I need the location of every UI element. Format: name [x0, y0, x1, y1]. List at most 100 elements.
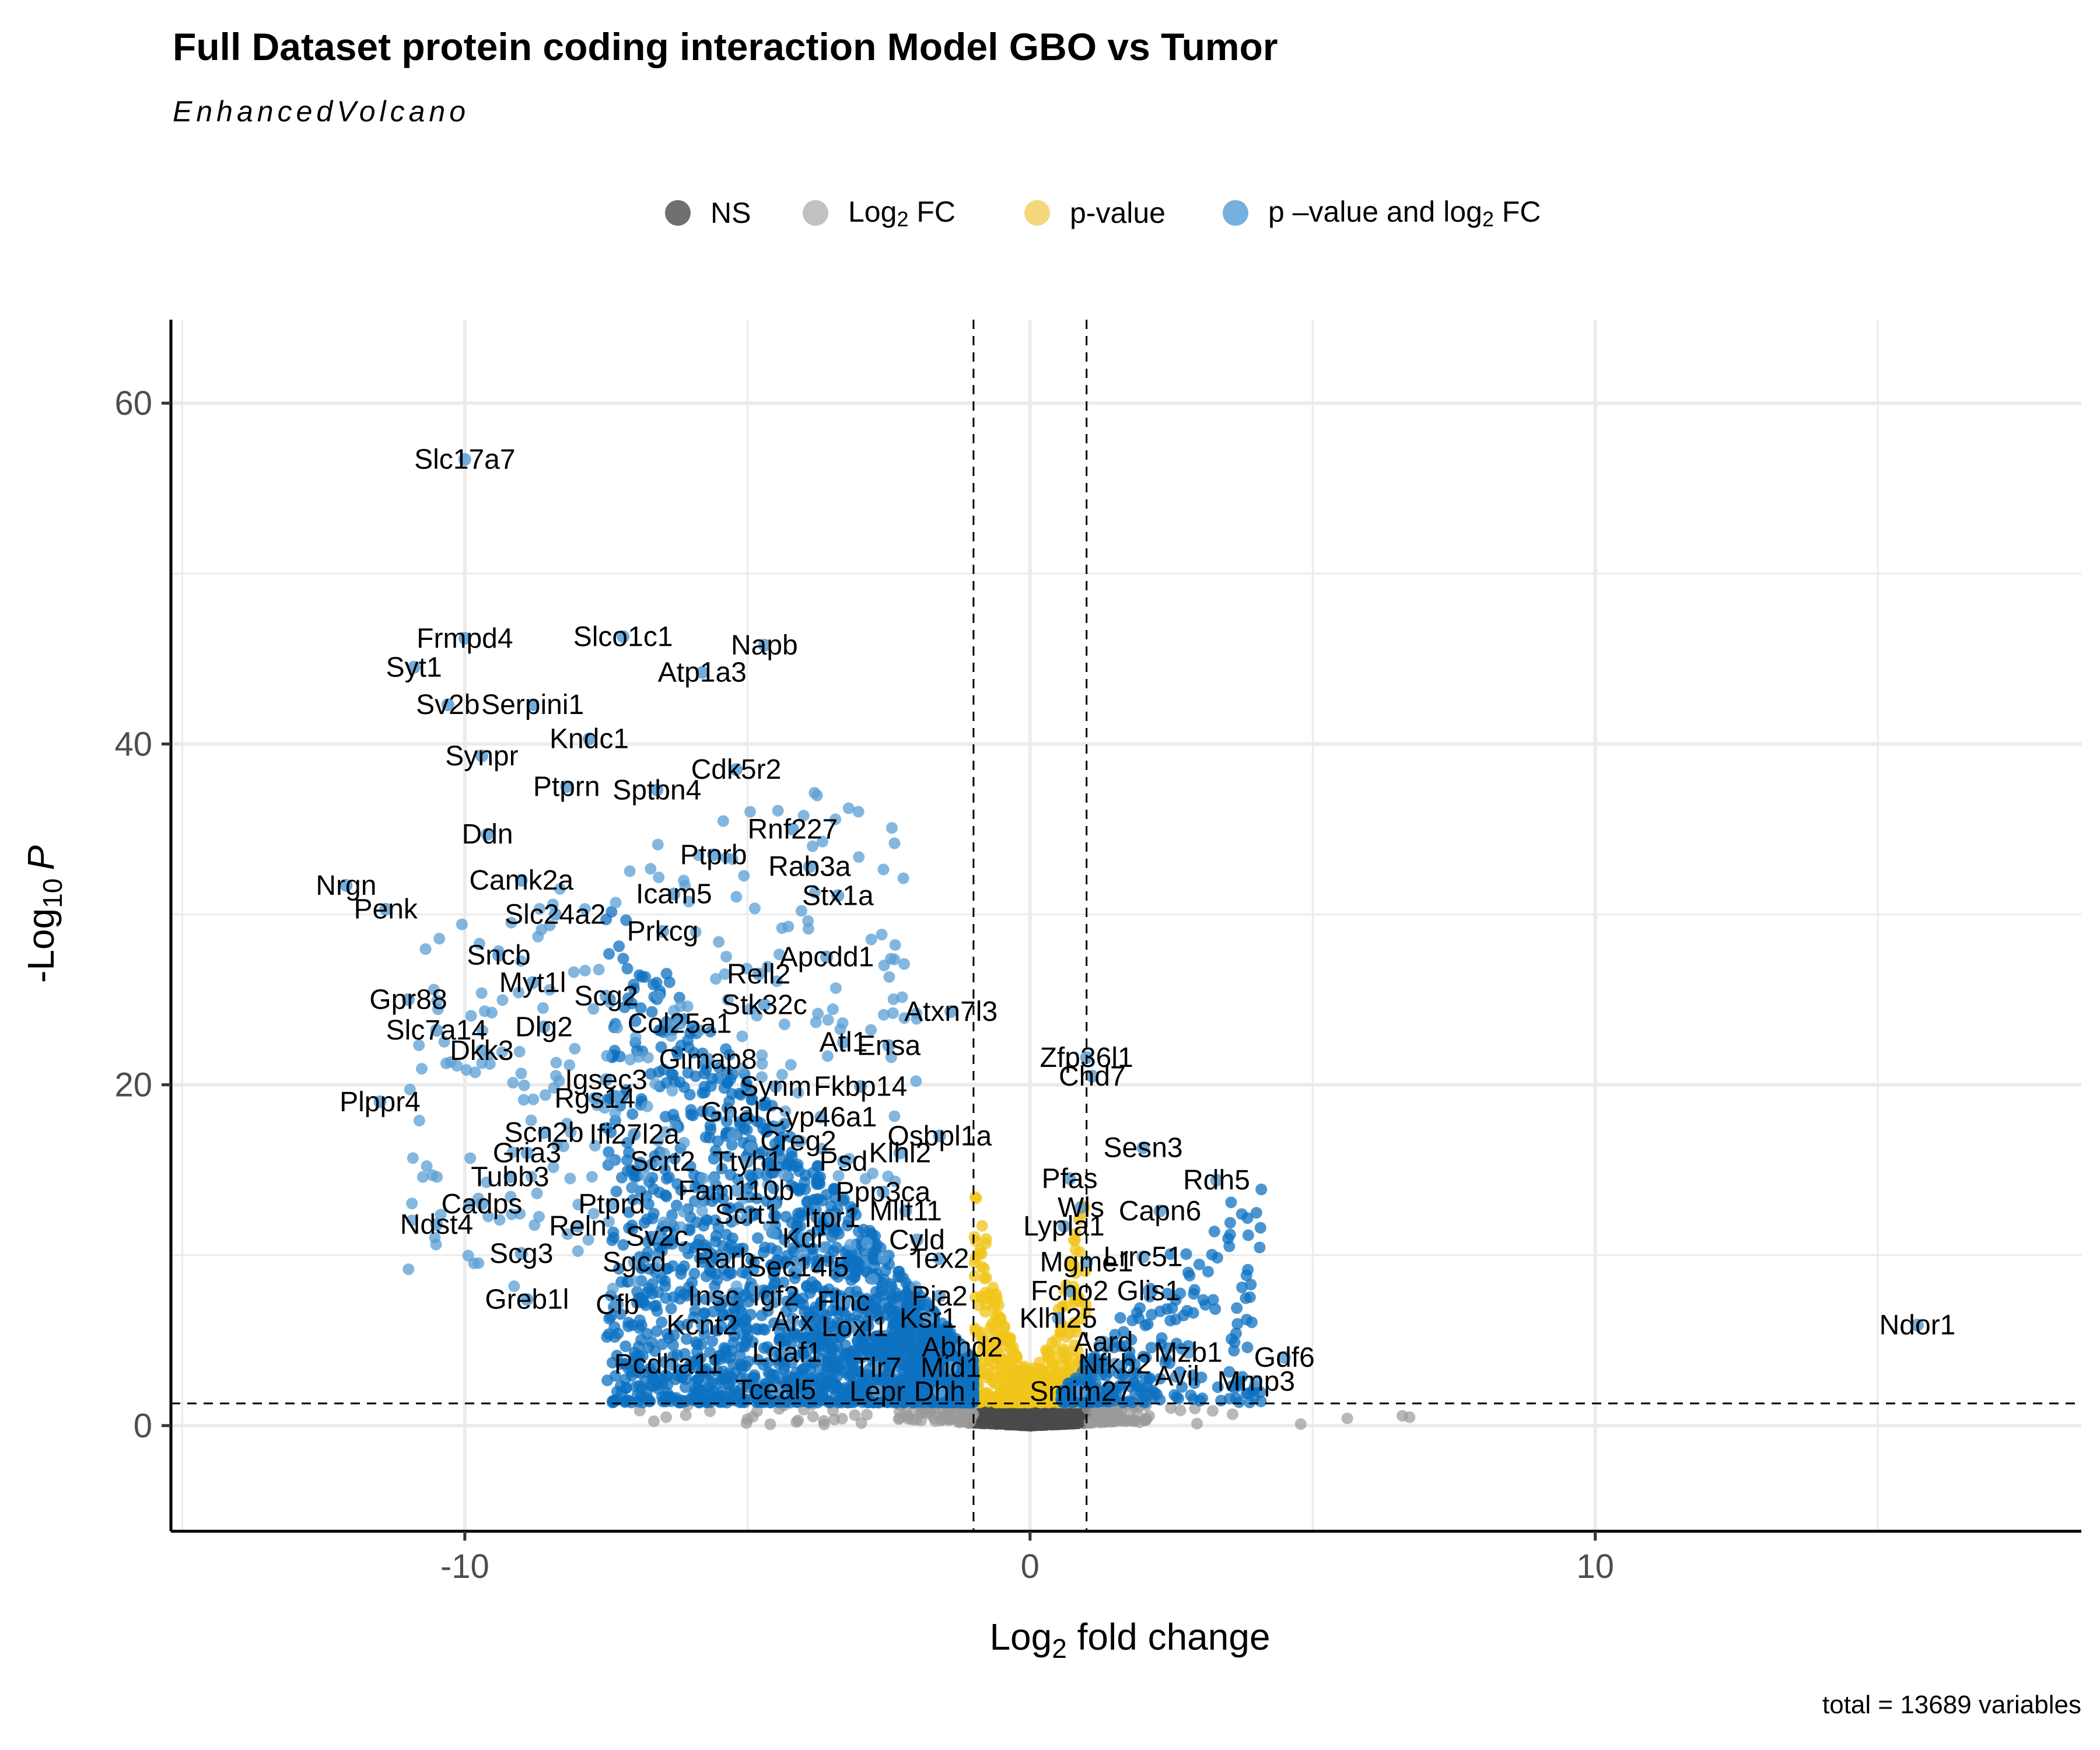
- point-both: [649, 1077, 662, 1090]
- point-both: [698, 1220, 710, 1232]
- point-both: [610, 897, 622, 909]
- point-p: [972, 1299, 985, 1311]
- point-fc: [1404, 1411, 1416, 1423]
- label-ndst4: Ndst4: [400, 1209, 473, 1240]
- point-both: [610, 1185, 622, 1198]
- point-both: [568, 966, 580, 978]
- point-both: [797, 1292, 809, 1304]
- label-chd7: Chd7: [1059, 1061, 1126, 1092]
- point-both: [638, 1297, 650, 1309]
- label-sesn3: Sesn3: [1104, 1133, 1183, 1164]
- point-both: [1236, 1208, 1248, 1220]
- point-p: [981, 1395, 993, 1407]
- point-both: [733, 1087, 746, 1100]
- legend-fc-text-rest: FC: [908, 195, 956, 228]
- point-p: [1069, 1316, 1081, 1328]
- point-both: [1197, 1294, 1209, 1306]
- point-fc: [1191, 1418, 1203, 1430]
- chart-title: Full Dataset protein coding interaction …: [173, 25, 1278, 68]
- point-both: [716, 1163, 728, 1175]
- point-both: [883, 971, 895, 983]
- point-both: [650, 977, 663, 989]
- label-cfb: Cfb: [596, 1289, 639, 1320]
- point-both: [676, 1264, 688, 1276]
- label-smim27: Smim27: [1030, 1376, 1132, 1407]
- point-both: [517, 1094, 530, 1106]
- point-both: [1160, 1353, 1172, 1365]
- point-fc: [907, 1413, 919, 1426]
- point-both: [887, 1007, 899, 1019]
- label-dhh: Dhh: [914, 1376, 965, 1407]
- point-p: [1006, 1390, 1019, 1402]
- point-both: [694, 1382, 706, 1395]
- legend-both-swatch: [1223, 200, 1248, 226]
- point-both: [1255, 1395, 1267, 1408]
- point-p: [969, 1322, 981, 1335]
- legend-both-subscript: 2: [1482, 206, 1494, 231]
- point-both: [717, 1308, 729, 1321]
- legend-item-fc: Log2 FC: [803, 187, 956, 239]
- label-dkk3: Dkk3: [450, 1035, 513, 1066]
- point-both: [897, 872, 909, 884]
- point-both: [722, 1150, 734, 1163]
- point-both: [612, 1263, 625, 1275]
- label-ptprn: Ptprn: [533, 771, 600, 802]
- point-both: [652, 990, 664, 1002]
- point-fc: [1294, 1418, 1307, 1430]
- point-both: [1209, 1303, 1222, 1315]
- point-both: [656, 1316, 668, 1328]
- label-atp1a3: Atp1a3: [658, 657, 747, 688]
- point-both: [867, 1251, 879, 1264]
- point-both: [1187, 1369, 1199, 1381]
- point-both: [1145, 1342, 1157, 1354]
- point-both: [605, 1155, 617, 1167]
- point-both: [1224, 1217, 1236, 1229]
- label-rarb: Rarb: [695, 1244, 755, 1275]
- point-both: [646, 1336, 658, 1348]
- point-both: [823, 1317, 835, 1329]
- point-both: [1242, 1264, 1254, 1276]
- point-both: [656, 1338, 668, 1350]
- point-both: [822, 1014, 834, 1026]
- label-sv2b: Sv2b: [416, 690, 480, 720]
- point-both: [792, 1208, 804, 1220]
- point-p: [1035, 1363, 1047, 1376]
- point-both: [797, 1348, 810, 1360]
- legend-fc-text: Log: [848, 195, 897, 228]
- point-p: [977, 1334, 989, 1346]
- label-ddn: Ddn: [462, 819, 513, 850]
- label-stk32c: Stk32c: [722, 989, 807, 1020]
- point-both: [920, 1298, 932, 1311]
- label-kdr: Kdr: [782, 1223, 826, 1254]
- point-fc: [1165, 1402, 1177, 1414]
- label-sptbn4: Sptbn4: [612, 775, 701, 806]
- point-both: [776, 922, 788, 935]
- label-klhl2: Klhl2: [869, 1138, 932, 1168]
- point-both: [456, 918, 468, 930]
- point-both: [877, 1251, 890, 1264]
- label-greb1l: Greb1l: [485, 1284, 569, 1315]
- point-both: [778, 1276, 790, 1289]
- label-gpr88: Gpr88: [369, 985, 447, 1016]
- point-both: [1225, 1196, 1237, 1209]
- point-both: [1255, 1183, 1268, 1195]
- point-both: [677, 1396, 689, 1408]
- point-both: [659, 1280, 671, 1292]
- point-both: [1193, 1258, 1205, 1270]
- point-both: [888, 953, 901, 965]
- point-both: [1154, 1305, 1166, 1317]
- point-fc: [751, 1405, 763, 1418]
- legend-both-label: p –value and log2 FC: [1268, 195, 1541, 232]
- point-both: [1154, 1373, 1166, 1385]
- point-ns: [1023, 1413, 1035, 1426]
- legend-item-p: p-value: [1024, 187, 1166, 239]
- point-both: [416, 1171, 429, 1183]
- point-both: [433, 933, 446, 945]
- point-p: [1069, 1234, 1081, 1247]
- point-both: [756, 1049, 768, 1061]
- point-both: [861, 1237, 873, 1249]
- label-scg2: Scg2: [574, 981, 638, 1012]
- point-fc: [1226, 1408, 1238, 1420]
- point-fc: [790, 1416, 803, 1428]
- point-fc: [893, 1405, 905, 1418]
